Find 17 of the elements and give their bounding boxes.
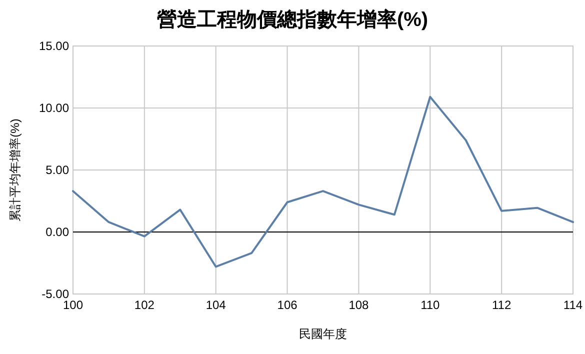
y-tick-label: 10.00	[38, 101, 70, 115]
y-tick-label: 0.00	[46, 225, 70, 239]
chart-title: 營造工程物價總指數年增率(%)	[156, 8, 428, 31]
y-tick-label: 5.00	[46, 163, 70, 177]
x-tick-label: 114	[563, 298, 583, 312]
x-axis-title: 民國年度	[299, 327, 347, 341]
x-tick-label: 106	[277, 298, 298, 312]
y-tick-label: -5.00	[42, 287, 70, 301]
x-tick-label: 102	[134, 298, 155, 312]
line-series	[72, 96, 574, 268]
x-tick-label: 100	[62, 298, 84, 312]
x-tick-label: 104	[206, 298, 226, 312]
x-tick-label: 112	[492, 298, 512, 312]
y-axis-title: 累計平均年增率(%)	[8, 118, 22, 222]
x-tick-label: 108	[348, 298, 370, 312]
x-tick-label: 110	[420, 298, 440, 312]
y-tick-label: 15.00	[38, 39, 70, 53]
